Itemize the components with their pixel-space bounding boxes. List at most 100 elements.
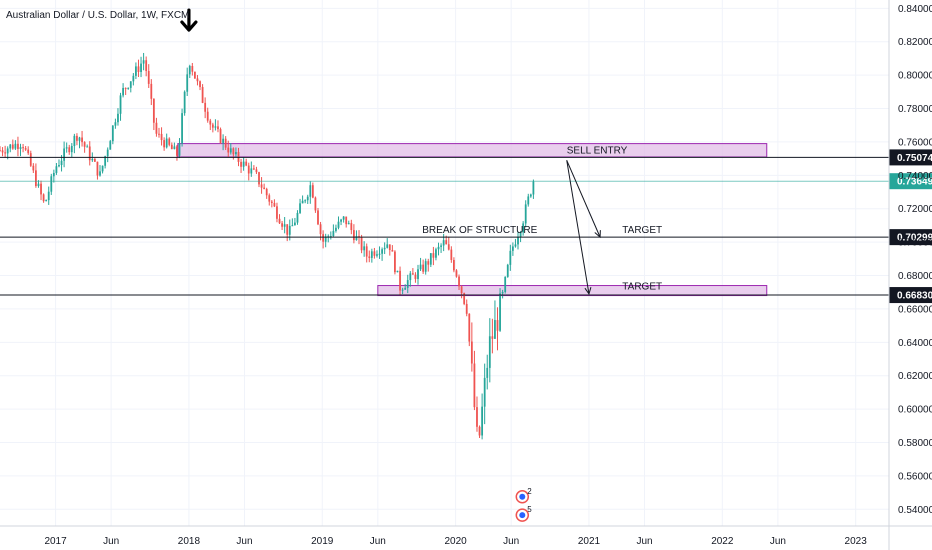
- level-price-label: 0.66830: [897, 291, 932, 302]
- candle-body: [311, 185, 314, 198]
- candle-body: [227, 147, 230, 153]
- candle-body: [514, 244, 517, 247]
- level-price-label: 0.75074: [897, 153, 932, 164]
- candle-body: [11, 144, 14, 149]
- event-flag-dot: [519, 512, 526, 519]
- y-tick-label: 0.54000: [898, 505, 932, 516]
- candle-body: [373, 251, 376, 256]
- candle-body: [163, 140, 166, 148]
- candle-body: [76, 135, 78, 141]
- candle-body: [265, 188, 268, 196]
- candle-body: [124, 87, 127, 89]
- zones[interactable]: [177, 143, 768, 297]
- arrow-head: [594, 230, 601, 239]
- candle-body: [294, 222, 296, 226]
- y-tick-label: 0.64000: [898, 338, 932, 349]
- candle-body: [1, 150, 4, 153]
- event-count: 2: [527, 487, 532, 496]
- annotations[interactable]: SELL ENTRY BREAK OF STRUCTURE TARGET TARGET: [422, 146, 662, 293]
- candle-body: [70, 146, 73, 153]
- y-tick-label: 0.58000: [898, 438, 932, 449]
- y-tick-label: 0.84000: [898, 4, 932, 15]
- candle-body: [332, 230, 335, 237]
- candle-body: [104, 156, 107, 166]
- candle-body: [524, 204, 527, 224]
- level-label-box: [889, 173, 932, 190]
- candle-body: [411, 273, 414, 275]
- candle-body: [283, 224, 286, 227]
- levels[interactable]: 0.75074 0.73649 0.70299 0.66830: [0, 149, 932, 304]
- candle-body: [519, 232, 522, 238]
- y-tick-label: 0.70000: [898, 238, 932, 249]
- candle-body: [155, 122, 158, 134]
- x-tick-label: 2021: [578, 536, 601, 547]
- candle-body: [504, 276, 507, 292]
- candle-body: [14, 143, 17, 149]
- candle-body: [278, 218, 281, 224]
- candle-body: [404, 287, 407, 290]
- annotation-label[interactable]: TARGET: [622, 282, 662, 293]
- candle-body: [247, 165, 250, 174]
- markers[interactable]: 25: [180, 8, 532, 522]
- candle-body: [483, 377, 486, 407]
- candle-body: [232, 148, 235, 155]
- candle-body: [304, 200, 307, 202]
- candle-body: [286, 224, 289, 235]
- candle-body: [329, 236, 332, 238]
- candle-body: [322, 234, 325, 242]
- x-tick-label: Jun: [236, 536, 252, 547]
- candle-body: [370, 251, 373, 258]
- candle-body: [127, 87, 130, 89]
- candle-body: [6, 148, 9, 154]
- candle-body: [137, 66, 140, 73]
- x-tick-label: 2022: [711, 536, 734, 547]
- candle-body: [399, 270, 401, 291]
- level-label-box: [889, 149, 932, 166]
- candle-body: [391, 249, 394, 252]
- candle-body: [440, 245, 442, 247]
- zone-rect[interactable]: [377, 285, 768, 297]
- candle-body: [509, 250, 512, 265]
- annotation-label[interactable]: TARGET: [622, 225, 662, 236]
- arrow-line[interactable]: [566, 160, 590, 294]
- y-tick-label: 0.72000: [898, 204, 932, 215]
- candle-body: [135, 66, 137, 76]
- candle-body: [40, 183, 42, 195]
- candle-body: [270, 201, 273, 203]
- arrows[interactable]: [566, 160, 601, 296]
- candle-body: [476, 407, 478, 427]
- x-tick-label: Jun: [503, 536, 519, 547]
- candle-body: [188, 66, 191, 75]
- candle-body: [181, 113, 183, 144]
- candle-body: [465, 303, 468, 314]
- candle-body: [417, 269, 419, 279]
- annotation-label[interactable]: BREAK OF STRUCTURE: [422, 225, 537, 236]
- candle-body: [273, 202, 276, 207]
- candle-body: [409, 273, 412, 281]
- candle-body: [245, 161, 248, 166]
- x-tick-label: Jun: [370, 536, 386, 547]
- event-count: 5: [527, 505, 532, 514]
- candle-body: [229, 148, 232, 153]
- zone-rect[interactable]: [177, 143, 768, 158]
- candle-body: [211, 124, 214, 128]
- candle-body: [222, 138, 225, 143]
- candle-body: [299, 203, 301, 213]
- candle-body: [158, 133, 160, 135]
- candle-body: [252, 168, 255, 170]
- candle-body: [337, 221, 340, 228]
- candle-body: [93, 158, 96, 162]
- candle-body: [496, 320, 499, 331]
- candle-body: [494, 320, 496, 339]
- candle-body: [488, 336, 491, 368]
- candle-body: [347, 223, 350, 225]
- y-tick-label: 0.82000: [898, 37, 932, 48]
- candle-body: [463, 293, 466, 304]
- arrow-line[interactable]: [566, 160, 601, 238]
- annotation-label[interactable]: SELL ENTRY: [567, 146, 628, 157]
- candle-body: [165, 138, 168, 148]
- candle-body: [296, 212, 299, 223]
- candle-body: [101, 165, 104, 172]
- candle-body: [386, 244, 389, 248]
